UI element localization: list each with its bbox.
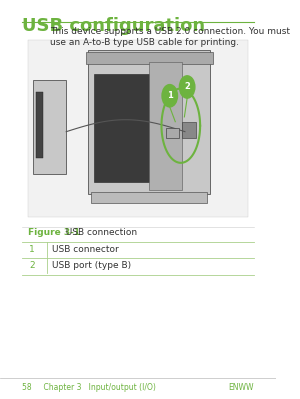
Text: 58     Chapter 3   Input/output (I/O): 58 Chapter 3 Input/output (I/O) — [22, 383, 156, 392]
Text: 2: 2 — [184, 83, 190, 91]
Text: Figure 3-1: Figure 3-1 — [28, 228, 80, 237]
Text: ENWW: ENWW — [228, 383, 254, 392]
Text: 2: 2 — [29, 261, 34, 270]
FancyBboxPatch shape — [36, 92, 43, 158]
FancyBboxPatch shape — [182, 122, 196, 138]
FancyBboxPatch shape — [28, 40, 248, 217]
Text: USB connection: USB connection — [60, 228, 137, 237]
Text: USB connector: USB connector — [52, 245, 119, 254]
Text: This device supports a USB 2.0 connection. You must use an A-to-B type USB cable: This device supports a USB 2.0 connectio… — [50, 27, 290, 47]
FancyBboxPatch shape — [88, 50, 210, 194]
FancyBboxPatch shape — [149, 62, 182, 190]
Circle shape — [179, 76, 195, 98]
Text: 1: 1 — [29, 245, 35, 254]
Text: USB configuration: USB configuration — [22, 17, 205, 35]
FancyBboxPatch shape — [166, 128, 179, 138]
FancyBboxPatch shape — [33, 80, 66, 174]
Circle shape — [162, 85, 178, 107]
FancyBboxPatch shape — [85, 52, 212, 64]
Text: USB port (type B): USB port (type B) — [52, 261, 132, 270]
FancyBboxPatch shape — [91, 192, 207, 203]
Text: 1: 1 — [167, 91, 173, 100]
FancyBboxPatch shape — [94, 74, 149, 182]
